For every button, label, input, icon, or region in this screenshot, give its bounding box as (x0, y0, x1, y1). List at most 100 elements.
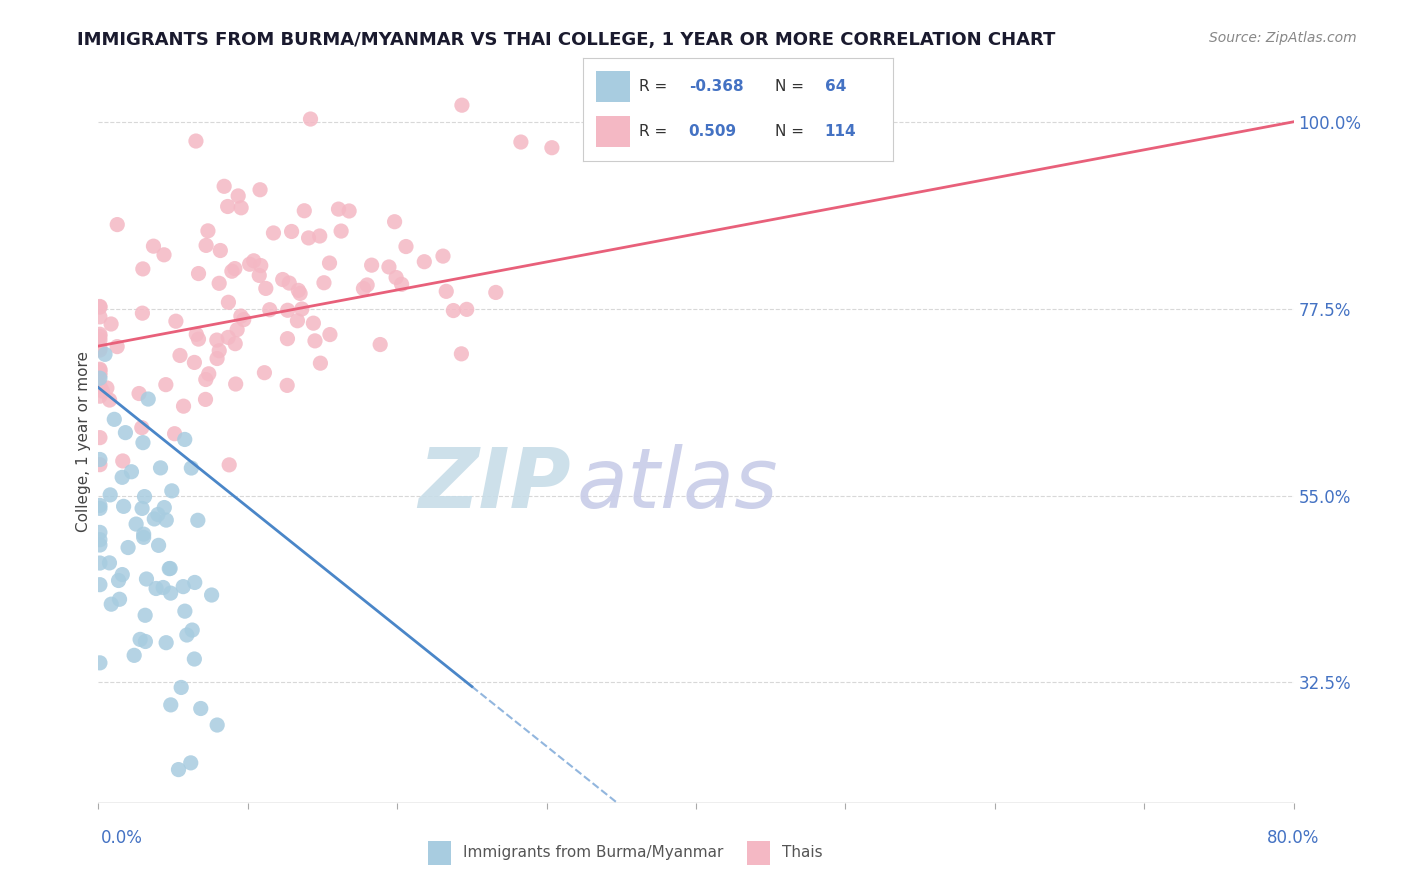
Point (134, 608, 156, 623)
Point (89, 300, 111, 314)
Point (89, 327, 111, 342)
Point (187, 513, 209, 527)
Point (148, 538, 170, 552)
Point (117, 541, 139, 555)
Point (356, 277, 378, 292)
Point (89, 333, 111, 347)
Point (194, 372, 217, 386)
Point (131, 501, 153, 516)
Text: N =: N = (775, 124, 808, 139)
Point (184, 575, 207, 590)
Point (195, 238, 218, 252)
Point (89, 538, 111, 552)
Point (131, 306, 153, 320)
Point (107, 574, 129, 588)
Point (226, 189, 249, 203)
Point (385, 270, 408, 285)
Point (169, 349, 191, 363)
Point (201, 588, 224, 602)
Point (229, 201, 252, 215)
Point (180, 461, 202, 475)
Point (142, 239, 165, 253)
Point (135, 572, 157, 586)
Point (163, 426, 186, 441)
Point (277, 303, 299, 318)
Point (96, 381, 118, 395)
Point (319, 327, 342, 342)
Point (205, 718, 228, 732)
Point (159, 698, 181, 712)
Point (212, 179, 235, 194)
Point (89, 362, 111, 376)
Point (89, 368, 111, 383)
Point (152, 581, 174, 595)
Point (128, 386, 150, 401)
Point (183, 652, 205, 666)
Point (226, 323, 249, 337)
Point (159, 586, 181, 600)
Text: 80.0%: 80.0% (1267, 829, 1319, 847)
Point (103, 412, 125, 426)
Point (131, 420, 153, 434)
Point (159, 561, 181, 575)
Point (391, 277, 413, 292)
Point (129, 632, 152, 647)
Point (98, 556, 121, 570)
Point (205, 351, 228, 366)
Point (98, 488, 121, 502)
Point (221, 264, 243, 278)
Point (89, 656, 111, 670)
Point (172, 580, 194, 594)
Y-axis label: College, 1 year or more: College, 1 year or more (76, 351, 91, 532)
Point (108, 592, 131, 607)
Point (89, 300, 111, 314)
Point (176, 628, 198, 642)
Point (395, 239, 418, 253)
Point (259, 302, 281, 317)
Point (224, 336, 246, 351)
Point (205, 333, 228, 347)
Point (302, 316, 325, 330)
Point (105, 340, 128, 354)
Point (89, 366, 111, 380)
Point (89, 577, 111, 591)
Point (146, 508, 169, 522)
Point (190, 701, 212, 715)
Point (181, 623, 204, 637)
Point (183, 355, 205, 369)
Point (262, 226, 284, 240)
Point (187, 332, 209, 346)
Point (242, 253, 264, 268)
Point (276, 378, 298, 392)
Point (89, 341, 111, 355)
Text: ZIP: ZIP (418, 444, 571, 525)
Point (122, 648, 145, 663)
Point (509, 135, 531, 149)
Point (145, 582, 167, 596)
Point (136, 392, 159, 406)
Point (291, 301, 314, 316)
Point (132, 261, 155, 276)
Point (485, 285, 508, 300)
Point (157, 561, 180, 575)
Point (360, 258, 382, 272)
Point (89, 533, 111, 547)
Text: Thais: Thais (782, 846, 823, 860)
Point (134, 634, 156, 648)
Point (100, 317, 122, 331)
Text: Source: ZipAtlas.com: Source: ZipAtlas.com (1209, 31, 1357, 45)
Point (299, 112, 322, 126)
Point (89, 431, 111, 445)
Point (155, 513, 177, 527)
Point (208, 277, 231, 291)
Point (132, 530, 155, 544)
Point (456, 302, 478, 317)
Text: 64: 64 (825, 79, 846, 95)
Text: 114: 114 (825, 124, 856, 139)
Point (308, 229, 330, 244)
Point (186, 327, 208, 342)
Point (337, 204, 360, 219)
Point (89, 343, 111, 357)
Point (194, 392, 217, 407)
Point (105, 218, 128, 232)
